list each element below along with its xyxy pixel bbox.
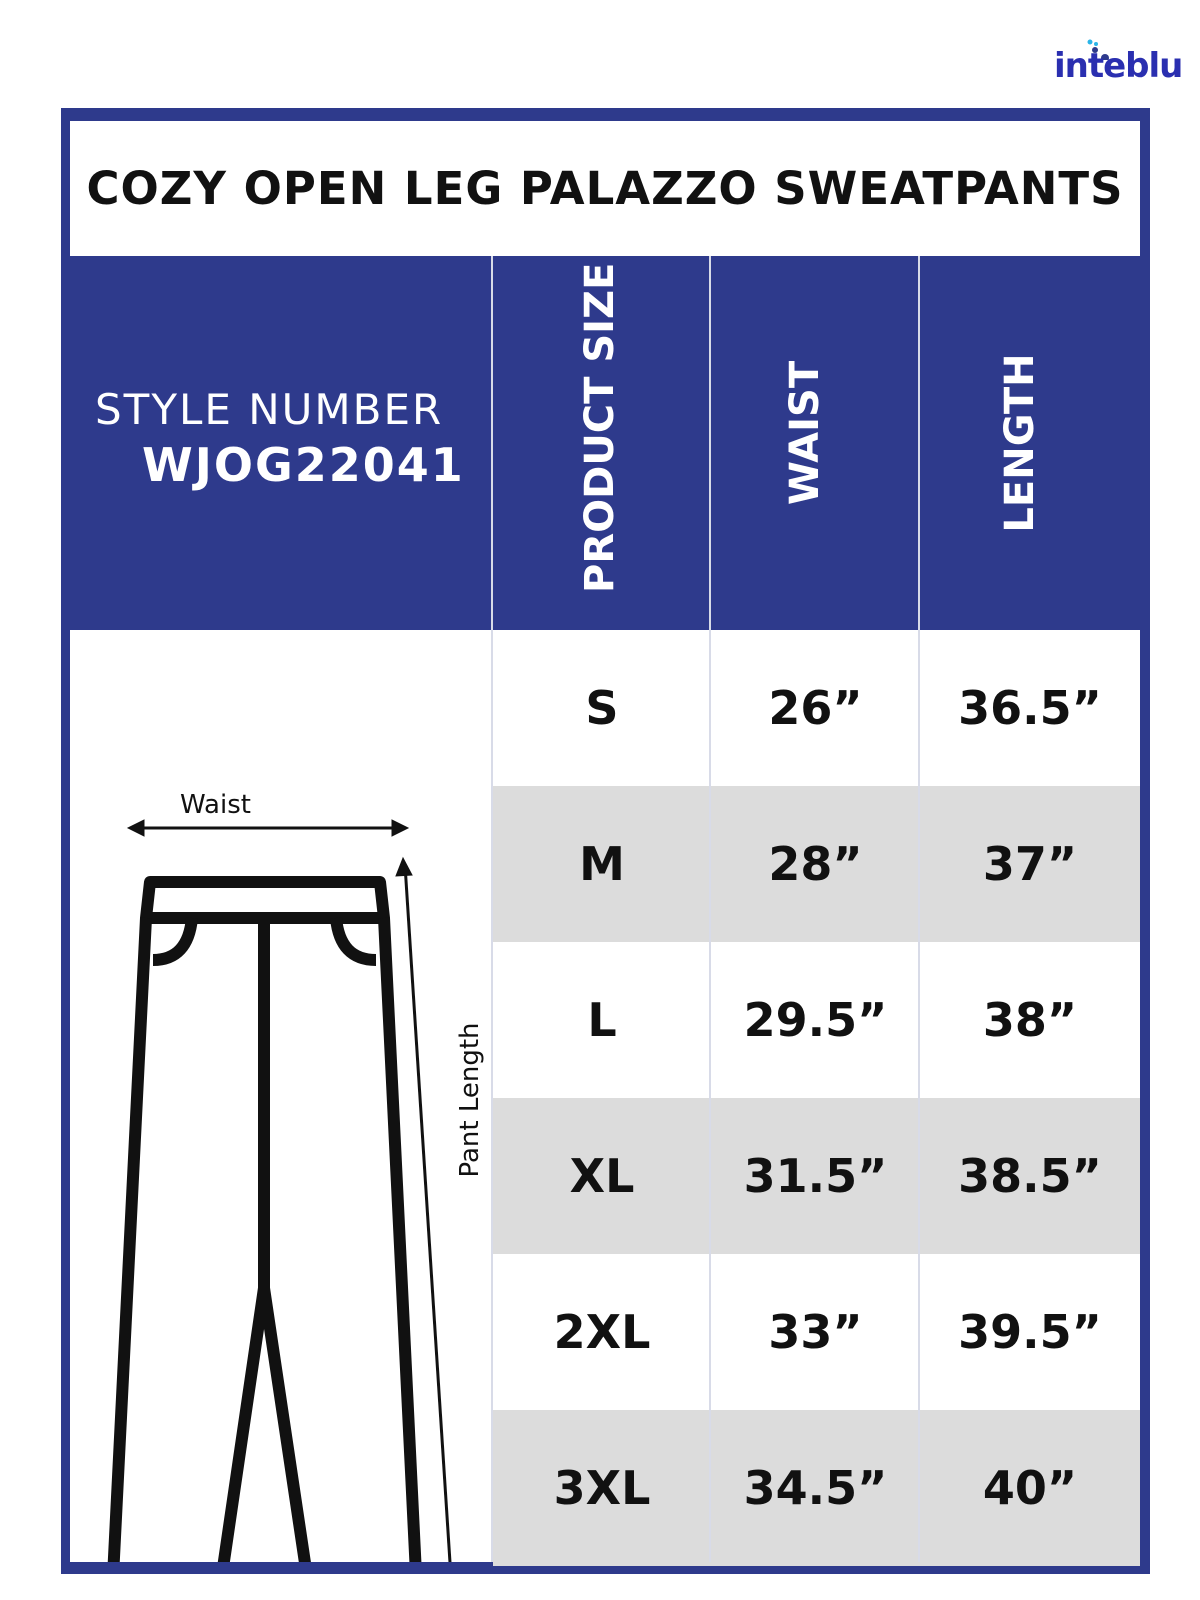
header-product-size: PRODUCT SIZE	[577, 262, 623, 593]
cell-length: 39.5”	[958, 1305, 1102, 1359]
table-row: M 28” 37”	[493, 786, 1140, 942]
cell-size: M	[579, 837, 625, 891]
table-row: 3XL 34.5” 40”	[493, 1410, 1140, 1566]
header-waist: WAIST	[782, 360, 828, 506]
title-band: COZY OPEN LEG PALAZZO SWEATPANTS	[70, 121, 1140, 256]
style-number-value: WJOG22041	[142, 438, 465, 492]
logo-text: inteblu	[1054, 46, 1183, 86]
cell-size: L	[587, 993, 617, 1047]
table-row: 2XL 33” 39.5”	[493, 1254, 1140, 1410]
cell-size: S	[585, 681, 619, 735]
waist-label: Waist	[180, 790, 251, 820]
cell-waist: 31.5”	[743, 1149, 888, 1203]
cell-waist: 26”	[768, 681, 863, 735]
cell-size: XL	[569, 1149, 635, 1203]
column-divider	[709, 256, 711, 1562]
cell-length: 37”	[982, 837, 1078, 891]
cell-size: 3XL	[553, 1461, 651, 1515]
pants-diagram-icon	[105, 819, 454, 1600]
page-title: COZY OPEN LEG PALAZZO SWEATPANTS	[86, 162, 1124, 215]
column-divider	[491, 256, 493, 1562]
table-row: XL 31.5” 38.5”	[493, 1098, 1140, 1254]
style-number-label: STYLE NUMBER	[95, 385, 444, 434]
cell-length: 40”	[982, 1461, 1078, 1515]
cell-waist: 33”	[768, 1305, 863, 1359]
header-length: LENGTH	[997, 353, 1043, 533]
brand-logo: inteblu	[1050, 30, 1200, 90]
cell-waist: 34.5”	[743, 1461, 888, 1515]
cell-waist: 29.5”	[743, 993, 888, 1047]
cell-length: 38.5”	[958, 1149, 1102, 1203]
cell-length: 38”	[982, 993, 1078, 1047]
diagram-panel: Waist Pant Length	[70, 630, 491, 1600]
cell-length: 36.5”	[958, 681, 1102, 735]
cell-waist: 28”	[768, 837, 863, 891]
table-row: L 29.5” 38”	[493, 942, 1140, 1098]
pant-length-label: Pant Length	[455, 1022, 485, 1178]
logo-dots-icon	[1087, 39, 1109, 60]
table-header	[70, 256, 1140, 630]
column-divider	[918, 256, 920, 1562]
cell-size: 2XL	[553, 1305, 651, 1359]
table-row: S 26” 36.5”	[493, 630, 1140, 786]
